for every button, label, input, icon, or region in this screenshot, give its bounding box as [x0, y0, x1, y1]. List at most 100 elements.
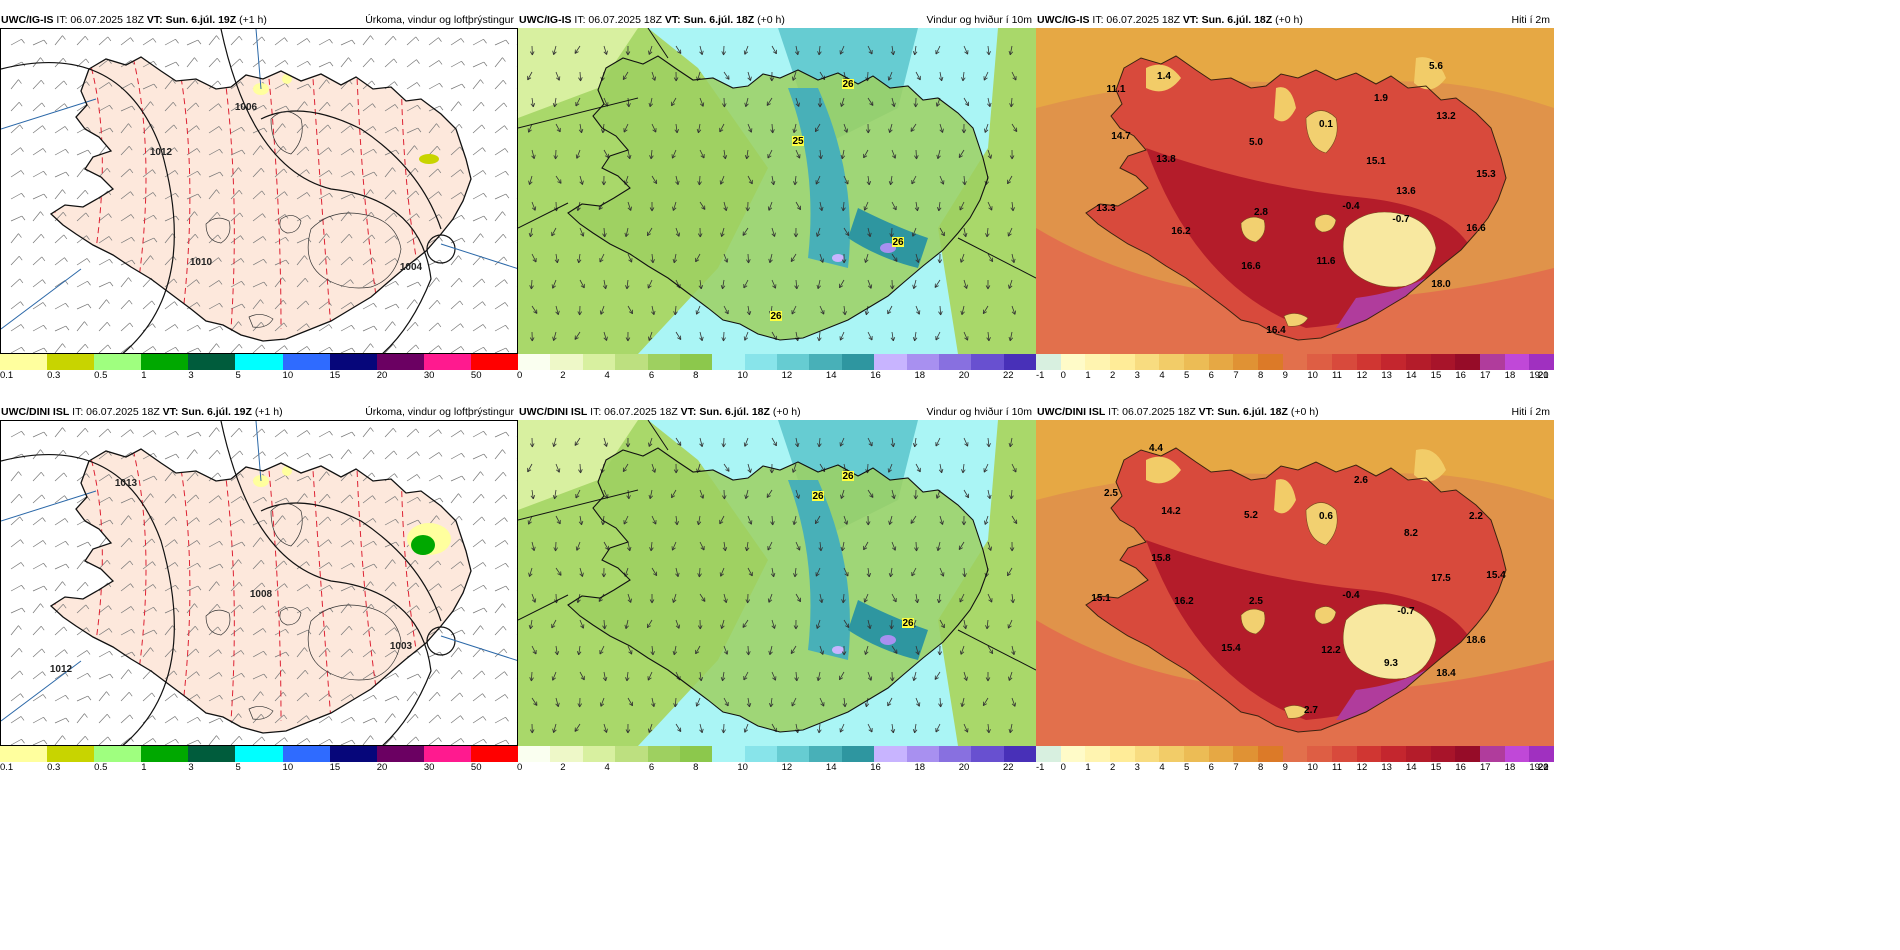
it-label: IT:	[587, 406, 605, 418]
colorbar-swatch	[0, 746, 48, 762]
colorbar-swatch	[938, 354, 972, 370]
colorbar-swatch	[1184, 746, 1209, 762]
colorbar-swatch	[1356, 354, 1382, 370]
panel-title: Hiti í 2m	[1511, 406, 1550, 418]
colorbar-tick-label: 20	[958, 762, 970, 773]
colorbar-ticks: 0 2 4 6 8 10 12 14 16 18 20 22	[517, 762, 1036, 776]
colorbar-swatch	[1036, 746, 1061, 762]
colorbar-swatch	[1307, 746, 1333, 762]
colorbar-swatch	[94, 354, 142, 370]
model-name: UWC/IG-IS	[1, 14, 54, 26]
precip-map: 1004 1006 1010 1012	[0, 28, 518, 354]
colorbar-tick-label: 14	[825, 370, 837, 381]
colorbar-tick-label: 16	[1455, 762, 1466, 773]
colorbar-tick-label: 15	[1430, 762, 1442, 773]
temperature-label: 2.6	[1354, 475, 1368, 486]
isobar-label: 1008	[250, 589, 273, 600]
gust-label-box	[770, 311, 782, 321]
colorbar-swatch	[1282, 746, 1308, 762]
colorbar-swatch	[744, 746, 777, 762]
colorbar-swatch	[1406, 746, 1431, 762]
vt-value: Sun. 6.júl. 18Z	[683, 14, 755, 26]
panel-header: UWC/DINI ISL IT: 06.07.2025 18Z VT: Sun.…	[0, 404, 518, 420]
colorbar-tick-label: 0	[1060, 370, 1066, 381]
colorbar-tick-label: 15	[1430, 370, 1442, 381]
colorbar-swatch	[1504, 354, 1530, 370]
colorbar-tick-label: 20	[1538, 370, 1549, 381]
colorbar-swatch	[1258, 354, 1283, 370]
temperature-label: 18.4	[1436, 668, 1456, 679]
colorbar	[518, 354, 1036, 370]
panel-title: Úrkoma, vindur og loftþrýstingur	[365, 14, 514, 26]
colorbar-tick-label: 7	[1233, 370, 1239, 381]
temperature-label: 13.2	[1436, 111, 1456, 122]
colorbar-ticks: 0.1 0.3 0.5 1 3 5 10 15 20 30 50	[0, 370, 518, 384]
temperature-label: 16.4	[1266, 325, 1286, 336]
colorbar-tick-label: 20	[376, 762, 388, 773]
colorbar-tick-label: 2	[560, 370, 566, 381]
isobar-label: 1012	[150, 147, 173, 158]
colorbar-tick-label: 8	[1258, 762, 1264, 773]
colorbar-tick-label: -1	[1036, 762, 1045, 773]
colorbar-tick-label: 20	[1538, 762, 1549, 773]
colorbar-tick-label: 14	[1406, 762, 1417, 773]
colorbar-tick-label: 18	[1504, 762, 1516, 773]
temperature-label: 16.2	[1174, 596, 1194, 607]
colorbar-swatch	[582, 746, 616, 762]
colorbar-swatch	[1356, 746, 1382, 762]
temperature-label: 15.8	[1151, 553, 1171, 564]
temperature-label: 0.1	[1319, 119, 1333, 130]
panel-title: Hiti í 2m	[1511, 14, 1550, 26]
it-label: IT:	[53, 14, 71, 26]
colorbar-tick-label: 5	[235, 762, 241, 773]
isobar-label: 1003	[390, 641, 413, 652]
colorbar-swatch	[47, 354, 95, 370]
colorbar-tick-label: 10	[282, 762, 294, 773]
colorbar-swatch	[1208, 746, 1234, 762]
colorbar-tick-label: 0	[517, 370, 523, 381]
temperature-label: 13.6	[1396, 186, 1416, 197]
panel-header: UWC/IG-IS IT: 06.07.2025 18Z VT: Sun. 6.…	[1036, 12, 1554, 28]
colorbar-swatch	[188, 746, 236, 762]
colorbar-tick-label: 10	[737, 762, 748, 773]
colorbar-tick-label: 10	[282, 370, 294, 381]
colorbar-swatch	[615, 746, 648, 762]
colorbar-tick-label: 4	[604, 370, 610, 381]
colorbar-tick-label: 5	[235, 370, 241, 381]
colorbar-swatch	[1060, 746, 1086, 762]
colorbar-tick-label: 6	[648, 370, 655, 381]
colorbar-tick-label: 17	[1480, 370, 1491, 381]
colorbar-tick-label: 13	[1381, 370, 1392, 381]
colorbar-ticks: -1 0 1 2 3 4 5 6 7 8 9 10 11 12 13 14 15 16 17 18 19 20 21 22	[1036, 762, 1554, 776]
colorbar	[0, 354, 519, 370]
colorbar-tick-label: 8	[693, 762, 699, 773]
gust-label: 26	[770, 311, 782, 322]
map-panel-p4: UWC/DINI ISL IT: 06.07.2025 18Z VT: Sun.…	[0, 404, 519, 776]
colorbar-tick-label: 3	[1134, 762, 1140, 773]
colorbar-tick-label: 21	[1538, 370, 1549, 381]
colorbar-tick-label: 1	[1085, 762, 1091, 773]
colorbar-swatch	[1159, 354, 1185, 370]
colorbar-tick-label: 18	[914, 370, 926, 381]
colorbar-swatch	[679, 746, 713, 762]
temperature-label: 4.4	[1149, 443, 1163, 454]
colorbar-swatch	[1430, 746, 1456, 762]
colorbar-tick-label: 5	[1184, 762, 1190, 773]
model-name: UWC/DINI ISL	[1, 406, 70, 418]
colorbar-tick-label: 14	[1406, 370, 1417, 381]
colorbar-tick-label: -1	[1036, 370, 1045, 381]
colorbar-tick-label: 18	[1504, 370, 1516, 381]
colorbar-tick-label: 8	[1258, 370, 1264, 381]
colorbar-ticks: 0.1 0.3 0.5 1 3 5 10 15 20 30 50	[0, 762, 518, 776]
colorbar-swatch	[235, 354, 283, 370]
model-name: UWC/IG-IS	[1037, 14, 1090, 26]
map-panel-p3: UWC/IG-IS IT: 06.07.2025 18Z VT: Sun. 6.…	[1036, 12, 1555, 384]
isobar-label: 1012	[50, 664, 73, 675]
colorbar-tick-label: 11	[1332, 762, 1342, 773]
temperature-label: 8.2	[1404, 528, 1418, 539]
gust-label-box	[792, 136, 804, 146]
temperature-label: 16.6	[1466, 223, 1486, 234]
colorbar-swatch	[906, 354, 939, 370]
it-label: IT:	[571, 14, 589, 26]
colorbar-swatch	[809, 354, 842, 370]
